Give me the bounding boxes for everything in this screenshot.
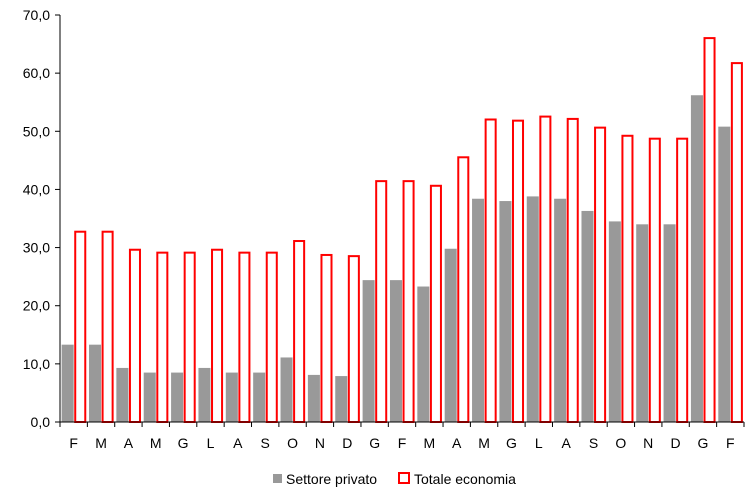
bar-settore-privato — [280, 357, 293, 422]
bar-settore-privato — [444, 248, 457, 422]
bar-totale-economia — [74, 230, 87, 423]
x-tick-label: O — [615, 435, 626, 451]
bar-totale-economia — [484, 118, 497, 423]
bar-settore-privato — [89, 344, 102, 422]
bar-series — [61, 37, 743, 424]
x-tick-label: L — [535, 435, 543, 451]
bar-totale-economia — [375, 180, 388, 423]
bar-totale-economia — [730, 62, 743, 424]
x-tick-label: S — [589, 435, 598, 451]
bar-totale-economia — [457, 156, 470, 423]
x-axis-ticks — [59, 422, 745, 427]
bar-settore-privato — [198, 367, 211, 422]
bar-settore-privato — [143, 372, 156, 422]
bar-totale-economia — [511, 119, 525, 424]
x-tick-label: A — [233, 435, 243, 451]
x-tick-label: D — [671, 435, 681, 451]
x-tick-label: M — [150, 435, 162, 451]
bar-settore-privato — [417, 286, 430, 422]
bar-totale-economia — [347, 255, 360, 423]
x-tick-label: N — [315, 435, 325, 451]
bar-totale-economia — [156, 251, 169, 423]
y-axis-labels: 0,0 10,0 20,0 30,0 40,0 50,0 60,0 70,0 — [23, 7, 50, 430]
bar-totale-economia — [101, 230, 114, 423]
bar-settore-privato — [389, 280, 402, 422]
bar-settore-privato — [690, 95, 703, 422]
bar-settore-privato — [362, 280, 375, 422]
bar-totale-economia — [265, 251, 278, 423]
bar-settore-privato — [116, 367, 129, 422]
x-tick-label: A — [561, 435, 571, 451]
legend: Settore privato Totale economia — [273, 471, 516, 487]
bar-totale-economia — [402, 180, 415, 423]
y-tick-label: 70,0 — [23, 7, 50, 23]
bar-settore-privato — [718, 126, 731, 423]
y-tick-label: 10,0 — [23, 356, 50, 372]
bar-settore-privato — [636, 224, 649, 422]
bar-settore-privato — [663, 224, 676, 422]
bar-settore-privato — [608, 221, 621, 422]
x-tick-label: M — [424, 435, 436, 451]
x-tick-label: D — [342, 435, 352, 451]
bar-settore-privato — [554, 198, 567, 422]
bar-settore-privato — [526, 196, 539, 422]
x-tick-label: N — [643, 435, 653, 451]
y-tick-label: 20,0 — [23, 298, 50, 314]
x-tick-label: M — [478, 435, 490, 451]
bar-totale-economia — [676, 137, 689, 423]
y-tick-label: 50,0 — [23, 123, 50, 139]
legend-swatch-settore-privato — [273, 474, 282, 483]
bar-totale-economia — [703, 37, 716, 423]
bar-totale-economia — [539, 115, 552, 424]
bar-settore-privato — [472, 198, 485, 422]
x-tick-label: F — [726, 435, 735, 451]
bar-settore-privato — [499, 201, 512, 422]
bar-settore-privato — [61, 344, 74, 422]
x-tick-label: F — [69, 435, 78, 451]
x-tick-label: G — [369, 435, 380, 451]
bar-settore-privato — [171, 372, 184, 422]
bar-totale-economia — [320, 253, 333, 423]
bar-totale-economia — [211, 248, 224, 423]
x-tick-label: G — [698, 435, 709, 451]
x-tick-label: F — [398, 435, 407, 451]
bar-settore-privato — [225, 372, 238, 422]
y-tick-label: 60,0 — [23, 65, 50, 81]
bar-totale-economia — [238, 251, 251, 423]
bar-totale-economia — [566, 117, 579, 423]
x-tick-label: A — [452, 435, 462, 451]
bar-settore-privato — [335, 376, 348, 422]
bar-totale-economia — [648, 137, 661, 423]
bar-settore-privato — [581, 210, 594, 422]
bar-settore-privato — [307, 374, 320, 422]
x-tick-label: G — [506, 435, 517, 451]
x-tick-label: O — [287, 435, 298, 451]
legend-label-totale-economia: Totale economia — [414, 471, 516, 487]
x-tick-label: S — [261, 435, 270, 451]
bar-totale-economia — [293, 240, 306, 423]
x-tick-label: G — [178, 435, 189, 451]
y-axis-ticks — [55, 14, 60, 423]
bar-totale-economia — [429, 184, 442, 423]
bar-settore-privato — [253, 372, 266, 422]
legend-label-settore-privato: Settore privato — [286, 471, 377, 487]
bar-totale-economia — [594, 126, 607, 424]
bar-totale-economia — [128, 248, 141, 423]
x-tick-label: L — [207, 435, 215, 451]
bar-totale-economia — [183, 251, 196, 423]
x-tick-label: A — [124, 435, 134, 451]
y-tick-label: 0,0 — [31, 414, 51, 430]
legend-swatch-totale-economia — [398, 472, 410, 484]
y-tick-label: 30,0 — [23, 240, 50, 256]
bar-totale-economia — [621, 134, 634, 423]
x-tick-label: M — [95, 435, 107, 451]
y-tick-label: 40,0 — [23, 181, 50, 197]
